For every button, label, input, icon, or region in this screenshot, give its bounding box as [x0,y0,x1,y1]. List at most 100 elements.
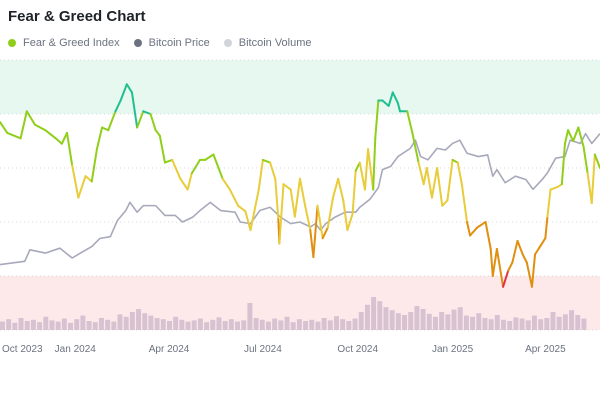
volume-bar [581,318,587,330]
volume-bar [92,322,98,330]
fear-greed-segment [469,226,479,237]
volume-bar [259,319,265,330]
fear-greed-segment [525,261,533,288]
volume-bar [525,320,531,330]
legend-label: Fear & Greed Index [23,37,120,49]
fear-greed-segment [25,110,37,126]
volume-bar [556,316,562,330]
fear-greed-segment [572,126,580,142]
fear-greed-segment [212,153,224,180]
fear-greed-segment [299,177,307,207]
fear-greed-segment [391,91,399,105]
fear-greed-segment [163,158,174,164]
fear-greed-segment [546,188,552,218]
volume-bar [197,318,203,330]
fear-greed-segment [417,161,425,186]
fear-greed-segment [304,204,312,232]
legend-fear-greed[interactable]: Fear & Greed Index [8,37,120,49]
fear-greed-segment [582,145,589,175]
volume-bar [371,297,377,330]
volume-bar [241,320,247,330]
fear-greed-segment [293,177,301,218]
fear-greed-segment [441,199,449,207]
volume-bar [463,315,469,330]
fear-greed-segment [237,204,247,213]
fear-greed-segment [342,199,349,232]
volume-bar [426,313,432,330]
volume-bar [30,319,36,330]
fear-greed-segment [274,177,280,221]
volume-bar [105,319,111,330]
fear-greed-segment [95,126,104,151]
fear-greed-segment [511,239,519,264]
fear-greed-segment [430,167,439,199]
volume-bar [575,315,581,330]
volume-bar [37,322,43,330]
volume-bar [111,321,117,330]
volume-bar [160,319,166,330]
fear-greed-segment [44,129,57,140]
fear-greed-segment [6,131,22,140]
volume-bar [24,321,30,330]
volume-bar [457,307,463,330]
fear-greed-segment [491,248,498,277]
volume-dot-icon [223,39,232,47]
volume-bar [352,318,358,330]
fear-greed-segment [321,226,329,240]
volume-bar [309,319,315,330]
volume-bar [315,321,321,330]
fear-greed-segment [381,99,390,107]
volume-bar [136,309,142,330]
volume-bar [395,313,401,330]
fear-greed-segment [125,83,133,94]
fear-greed-segment [326,196,334,229]
fear-greed-segment [351,169,357,215]
fear-greed-segment [316,204,324,240]
fear-greed-segment [186,172,193,191]
volume-bar [432,316,438,330]
legend-bitcoin-price[interactable]: Bitcoin Price [133,37,210,49]
fear-greed-segment [367,148,375,191]
volume-bar [284,316,290,330]
volume-bar [12,322,18,330]
fear-greed-segment [476,221,487,229]
x-tick-label: Oct 2024 [337,344,378,355]
fear-greed-segment [101,126,110,132]
volume-bar [364,304,370,330]
fear-greed-segment [261,158,272,164]
x-tick-label: Jul 2024 [244,344,282,355]
fear-greed-segment [107,110,117,132]
x-tick-label: Jan 2025 [432,344,474,355]
fear-greed-segment [358,161,366,191]
volume-bar [235,321,240,330]
volume-bar [476,313,482,330]
fear-greed-segment [0,121,9,134]
fear-greed-segment [549,185,559,191]
fear-greed-segment [502,269,510,288]
fear-greed-segment [119,83,128,102]
volume-bar [538,319,544,330]
fear-greed-segment [484,221,492,250]
volume-bar [18,318,24,330]
fear-greed-segment [460,183,469,223]
volume-bar [173,316,179,330]
legend-bitcoin-volume[interactable]: Bitcoin Volume [223,37,312,49]
fear-greed-segment [530,253,537,288]
volume-bar [562,314,568,330]
volume-bar [340,319,346,330]
fear-greed-segment [136,110,145,129]
fear-greed-segment [244,210,252,232]
x-tick-label: Apr 2025 [525,344,566,355]
volume-bar [129,312,135,330]
fear-greed-segment [544,215,549,240]
fear-greed-segment [331,177,340,199]
volume-bar [55,321,61,330]
fear-greed-segment [71,164,80,199]
fear-greed-segment [374,99,380,140]
volume-bar [185,321,191,330]
volume-bar [265,321,271,330]
volume-bar [470,316,476,330]
volume-bar [531,315,537,330]
volume-bar [377,301,383,330]
